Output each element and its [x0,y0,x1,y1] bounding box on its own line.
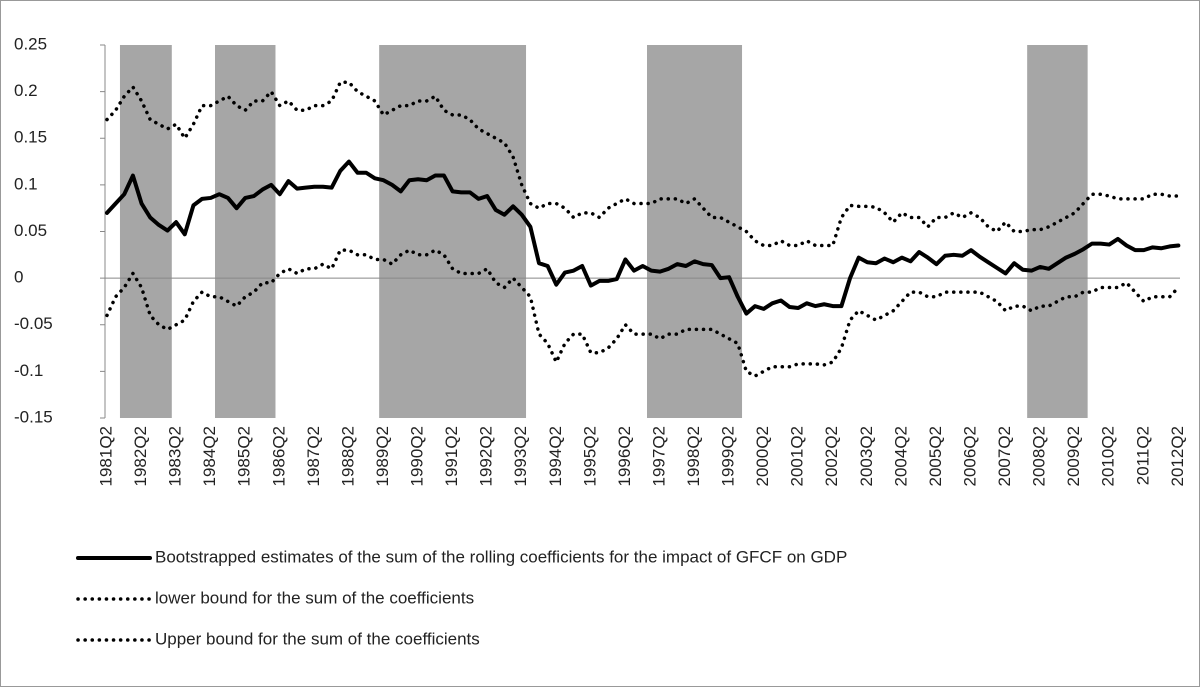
series-line [105,159,1181,316]
x-tick-label: 2006Q2 [960,426,979,487]
y-tick-label: 0.1 [14,174,38,193]
y-tick-label: 0.15 [14,128,47,147]
x-tick-label: 1987Q2 [304,426,323,487]
legend-label: lower bound for the sum of the coefficie… [155,588,474,607]
x-tick-label: 1986Q2 [269,426,288,487]
legend-label: Upper bound for the sum of the coefficie… [155,629,480,648]
shaded-period [1027,45,1088,418]
x-tick-label: 2004Q2 [891,426,910,487]
x-tick-label: 2008Q2 [1030,426,1049,487]
y-tick-label: -0.15 [14,407,53,426]
x-tick-label: 2005Q2 [926,426,945,487]
shaded-period [647,45,743,418]
x-tick-label: 1993Q2 [511,426,530,487]
x-tick-label: 1990Q2 [408,426,427,487]
series-line [105,80,1181,248]
x-tick-label: 1983Q2 [166,426,185,487]
y-tick-label: 0.25 [14,34,47,53]
x-tick-label: 1985Q2 [235,426,254,487]
x-tick-label: 2000Q2 [753,426,772,487]
legend-label: Bootstrapped estimates of the sum of the… [155,547,847,566]
series-line [105,248,1181,378]
x-tick-label: 2011Q2 [1133,426,1152,485]
x-tick-label: 2002Q2 [822,426,841,487]
x-tick-label: 1999Q2 [719,426,738,487]
x-tick-label: 2009Q2 [1064,426,1083,487]
x-tick-label: 1996Q2 [615,426,634,487]
x-tick-label: 1981Q2 [96,426,115,487]
x-tick-label: 2007Q2 [995,426,1014,487]
x-tick-label: 2012Q2 [1168,426,1187,487]
x-tick-label: 2010Q2 [1099,426,1118,487]
y-tick-label: -0.1 [14,361,43,380]
x-tick-label: 1995Q2 [580,426,599,487]
x-tick-label: 1992Q2 [477,426,496,487]
x-tick-label: 1998Q2 [684,426,703,487]
shaded-period [379,45,527,418]
x-tick-label: 2001Q2 [788,426,807,487]
x-tick-label: 1989Q2 [373,426,392,487]
shaded-period [215,45,276,418]
x-tick-label: 1997Q2 [649,426,668,487]
x-tick-label: 1982Q2 [131,426,150,487]
x-tick-label: 1988Q2 [338,426,357,487]
x-tick-label: 2003Q2 [857,426,876,487]
x-tick-label: 1984Q2 [200,426,219,487]
y-tick-label: 0.05 [14,221,47,240]
x-tick-label: 1994Q2 [546,426,565,487]
y-tick-label: 0 [14,268,23,287]
shaded-period [119,45,172,418]
y-tick-label: -0.05 [14,314,53,333]
x-tick-label: 1991Q2 [442,426,461,487]
y-tick-label: 0.2 [14,81,38,100]
